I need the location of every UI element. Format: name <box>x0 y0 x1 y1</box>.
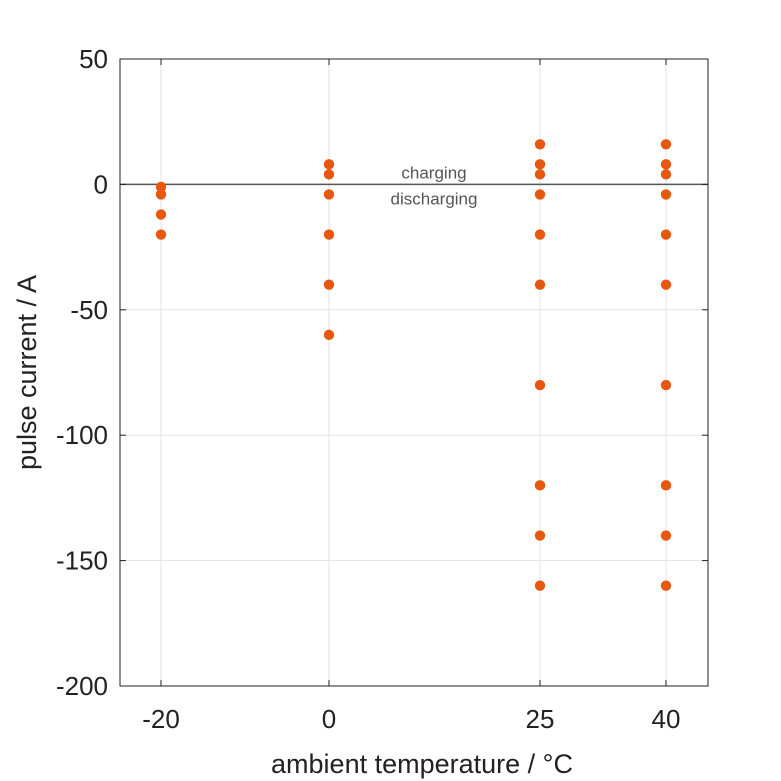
y-tick-label: -50 <box>70 295 108 325</box>
data-point <box>660 480 672 491</box>
x-tick-label: -20 <box>142 704 180 734</box>
data-point <box>534 580 546 591</box>
data-point <box>660 580 672 591</box>
data-point <box>534 139 546 150</box>
data-point <box>534 229 546 240</box>
data-point <box>534 169 546 180</box>
data-point <box>323 279 335 290</box>
data-point <box>323 159 335 170</box>
y-tick-label: 50 <box>79 44 108 74</box>
data-point <box>534 189 546 200</box>
y-axis-label: pulse current / A <box>12 275 42 470</box>
y-tick-label: -200 <box>56 671 108 701</box>
data-point <box>534 379 546 391</box>
x-tick-label: 25 <box>526 704 555 734</box>
data-point <box>323 329 335 341</box>
y-axis-ticks: 50 0 -50 -100 -150 -200 <box>56 44 708 701</box>
data-point <box>534 279 546 290</box>
x-tick-label: 0 <box>322 704 336 734</box>
data-point <box>660 229 672 240</box>
plot-area-frame <box>119 58 709 687</box>
data-point <box>660 159 672 170</box>
data-point <box>155 209 167 220</box>
data-point <box>323 229 335 240</box>
data-point <box>534 530 546 541</box>
data-point <box>660 189 672 200</box>
data-point <box>534 480 546 491</box>
discharging-annotation: discharging <box>391 189 478 208</box>
data-point <box>155 189 167 200</box>
data-point <box>323 189 335 200</box>
data-point <box>660 139 672 150</box>
x-axis-label: ambient temperature / °C <box>271 749 573 779</box>
x-axis-ticks: -20 0 25 40 <box>142 59 680 734</box>
data-point <box>155 229 167 240</box>
charging-annotation: charging <box>401 163 466 182</box>
grid-lines <box>120 58 708 687</box>
data-point <box>323 169 335 180</box>
data-point <box>660 169 672 180</box>
y-tick-label: -150 <box>56 546 108 576</box>
data-point <box>155 181 167 193</box>
x-tick-label: 40 <box>652 704 681 734</box>
y-tick-label: -100 <box>56 420 108 450</box>
data-point <box>660 379 672 391</box>
data-points <box>155 139 672 591</box>
data-point <box>534 159 546 170</box>
y-tick-label: 0 <box>94 169 108 199</box>
data-point <box>660 279 672 290</box>
data-point <box>660 530 672 541</box>
